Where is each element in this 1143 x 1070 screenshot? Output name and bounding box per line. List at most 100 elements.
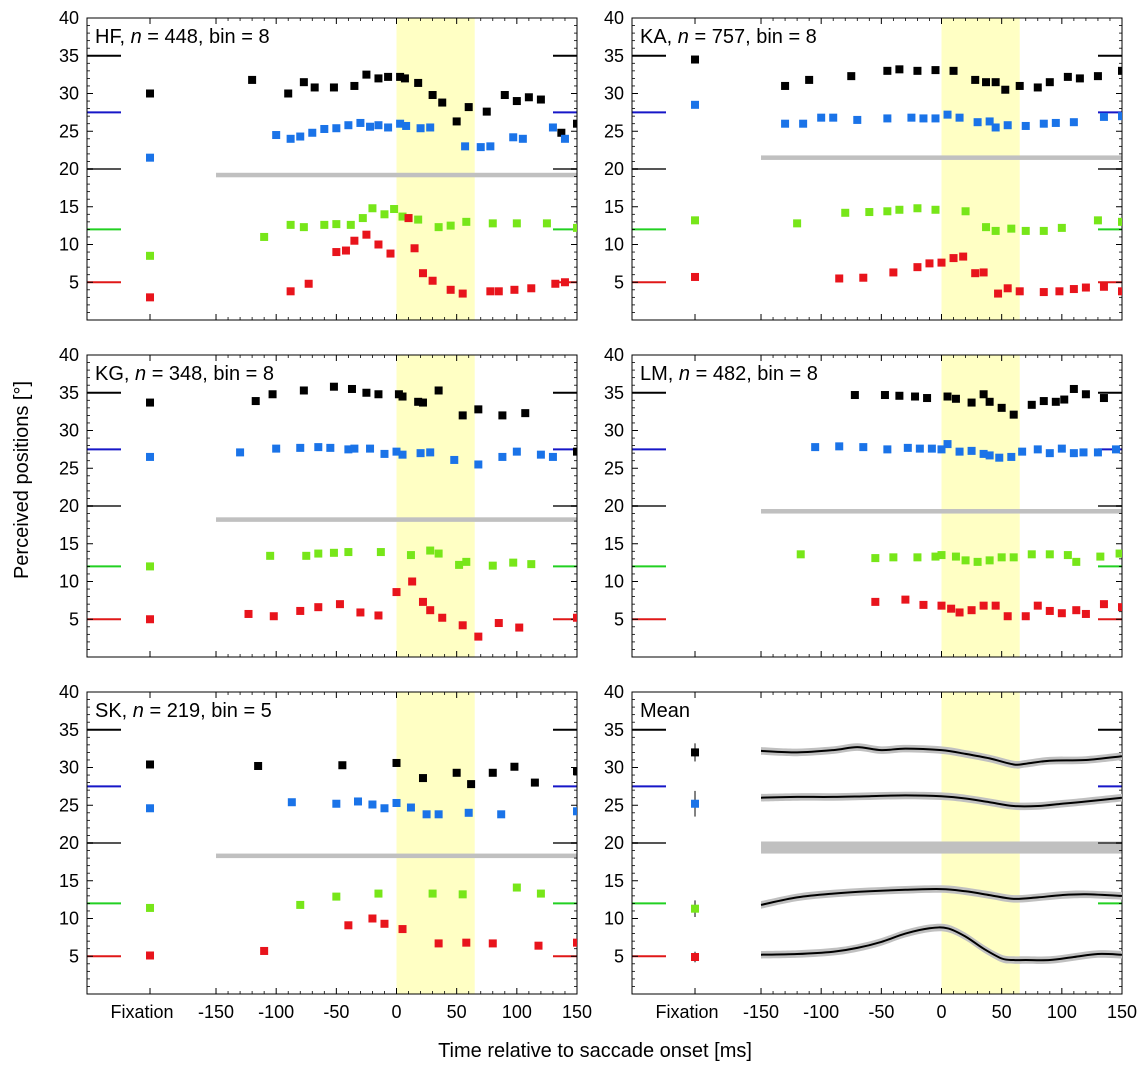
x-tick-label: -50 (868, 1002, 894, 1022)
y-tick-label: 25 (604, 121, 624, 141)
point-blue (781, 119, 790, 128)
data-layer (146, 70, 577, 302)
fixation-point-green (146, 251, 155, 260)
point-blue (350, 444, 359, 453)
data-layer (146, 758, 577, 960)
point-blue (1007, 452, 1016, 461)
point-red (949, 254, 958, 263)
point-green (398, 212, 407, 221)
title-subject: SK, (95, 700, 133, 722)
point-blue (380, 449, 389, 458)
point-green (542, 219, 551, 228)
point-black (329, 382, 338, 391)
y-tick-label: 40 (604, 8, 624, 28)
fixation-point-blue (146, 452, 155, 461)
point-black (362, 70, 371, 79)
point-blue (943, 110, 952, 119)
point-green (1045, 550, 1054, 559)
point-blue (287, 798, 296, 807)
point-blue (406, 803, 415, 812)
point-green (1027, 550, 1036, 559)
point-blue (476, 143, 485, 152)
point-green (299, 223, 308, 232)
y-tick-label: 30 (59, 758, 79, 778)
point-black (967, 398, 976, 407)
y-tick-label: 35 (59, 46, 79, 66)
point-black (374, 390, 383, 399)
point-red (438, 613, 447, 622)
point-red (1021, 612, 1030, 621)
point-green (937, 551, 946, 560)
point-green (1118, 217, 1122, 226)
y-tick-label: 30 (59, 84, 79, 104)
point-green (302, 551, 311, 560)
point-green (286, 220, 295, 229)
point-blue (991, 123, 1000, 132)
point-blue (1069, 118, 1078, 127)
point-green (512, 219, 521, 228)
point-black (384, 72, 393, 81)
title-n: n (133, 700, 144, 722)
point-blue (402, 121, 411, 130)
point-black (510, 762, 519, 771)
point-green (961, 556, 970, 565)
point-red (426, 606, 435, 615)
y-tick-label: 5 (614, 609, 624, 629)
point-green (260, 232, 269, 241)
point-black (923, 394, 932, 403)
point-blue (296, 132, 305, 141)
point-black (400, 74, 409, 83)
stimulus-bar (761, 509, 1122, 514)
point-black (338, 761, 347, 770)
point-black (573, 767, 577, 776)
x-tick-label: 150 (562, 1002, 592, 1022)
point-blue (422, 810, 431, 819)
title-subject: KG, (95, 363, 135, 385)
point-black (997, 403, 1006, 412)
x-tick-label: -50 (323, 1002, 349, 1022)
panel-title: Mean (640, 700, 690, 722)
mean-curve-black (760, 746, 1122, 766)
point-green (865, 208, 874, 217)
point-blue (354, 797, 363, 806)
title-rest: = 757, bin = 8 (689, 26, 817, 48)
y-tick-label: 30 (604, 84, 624, 104)
point-black (971, 75, 980, 84)
fixation-point-blue (691, 100, 700, 109)
point-blue (903, 443, 912, 452)
point-black (949, 66, 958, 75)
point-blue (1111, 445, 1120, 454)
x-tick-label: 50 (447, 1002, 467, 1022)
point-black (895, 65, 904, 74)
y-tick-label: 20 (59, 833, 79, 853)
title-subject: Mean (640, 700, 690, 722)
point-red (374, 611, 383, 620)
point-blue (859, 443, 868, 452)
point-black (979, 390, 988, 399)
point-green (376, 548, 385, 557)
point-red (1003, 284, 1012, 293)
point-green (527, 560, 536, 569)
plot-frame (631, 17, 1123, 321)
point-blue (1033, 445, 1042, 454)
panel-title: SK, n = 219, bin = 5 (95, 700, 272, 722)
point-red (959, 252, 968, 261)
point-black (414, 397, 423, 406)
point-blue (883, 445, 892, 454)
point-red (410, 244, 419, 253)
y-tick-label: 5 (69, 946, 79, 966)
point-black (1045, 78, 1054, 87)
y-tick-label: 10 (604, 235, 624, 255)
panel-title: KA, n = 757, bin = 8 (640, 26, 817, 48)
point-blue (272, 444, 281, 453)
y-tick-label: 40 (604, 682, 624, 702)
point-black (474, 405, 483, 414)
point-blue (380, 804, 389, 813)
point-green (1057, 223, 1066, 232)
point-green (266, 551, 275, 560)
point-blue (392, 798, 401, 807)
point-blue (853, 115, 862, 124)
point-green (428, 889, 437, 898)
point-blue (811, 443, 820, 452)
point-black (329, 83, 338, 92)
